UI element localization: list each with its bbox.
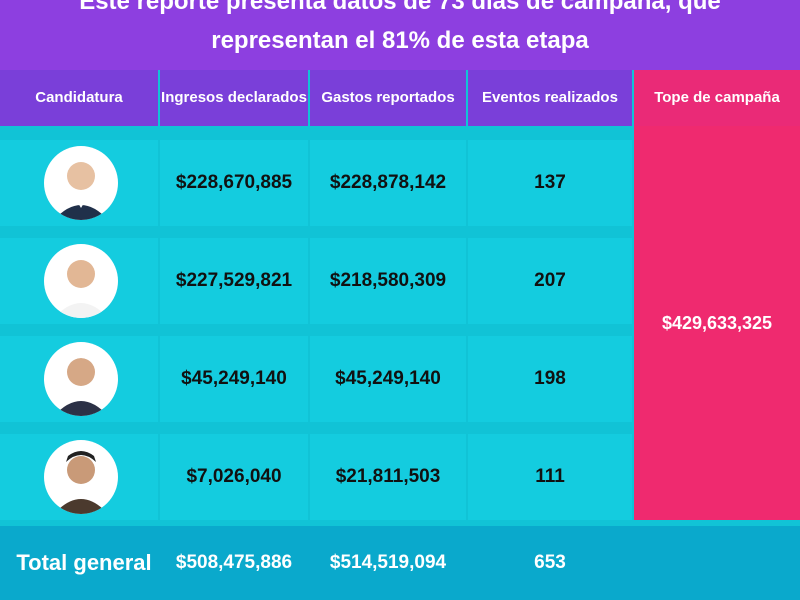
header-ingresos: Ingresos declarados (160, 70, 308, 126)
title-banner: Este reporte presenta datos de 73 días d… (0, 0, 800, 70)
gastos-cell: $218,580,309 (310, 238, 466, 324)
candidate-photo-avatar (44, 244, 118, 318)
title-line-1: Este reporte presenta datos de 73 días d… (79, 0, 721, 15)
ingresos-cell: $45,249,140 (160, 336, 308, 422)
eventos-cell: 111 (468, 434, 632, 520)
ingresos-cell: $227,529,821 (160, 238, 308, 324)
total-label: Total general (16, 550, 152, 575)
candidate-photo-avatar (44, 146, 118, 220)
candidate-cell (0, 140, 158, 226)
header-gastos: Gastos reportados (310, 70, 466, 126)
header-tope: Tope de campaña (634, 70, 800, 126)
gastos-cell: $45,249,140 (310, 336, 466, 422)
candidate-photo-avatar (44, 440, 118, 514)
candidate-cell (0, 336, 158, 422)
candidate-cell (0, 434, 158, 520)
total-ingresos: $508,475,886 (175, 552, 293, 573)
tope-value: $429,633,325 (634, 126, 800, 520)
total-row (0, 526, 800, 600)
total-eventos: 653 (534, 552, 566, 573)
eventos-cell: 207 (468, 238, 632, 324)
header-eventos: Eventos realizados (468, 70, 632, 126)
eventos-cell: 137 (468, 140, 632, 226)
gastos-cell: $21,811,503 (310, 434, 466, 520)
gastos-cell: $228,878,142 (310, 140, 466, 226)
eventos-cell: 198 (468, 336, 632, 422)
total-gastos: $514,519,094 (329, 552, 447, 573)
title-line-2: representan el 81% de esta etapa (211, 27, 589, 54)
header-candidatura: Candidatura (0, 70, 158, 126)
ingresos-cell: $228,670,885 (160, 140, 308, 226)
candidate-photo-avatar (44, 342, 118, 416)
ingresos-cell: $7,026,040 (160, 434, 308, 520)
candidate-cell (0, 238, 158, 324)
